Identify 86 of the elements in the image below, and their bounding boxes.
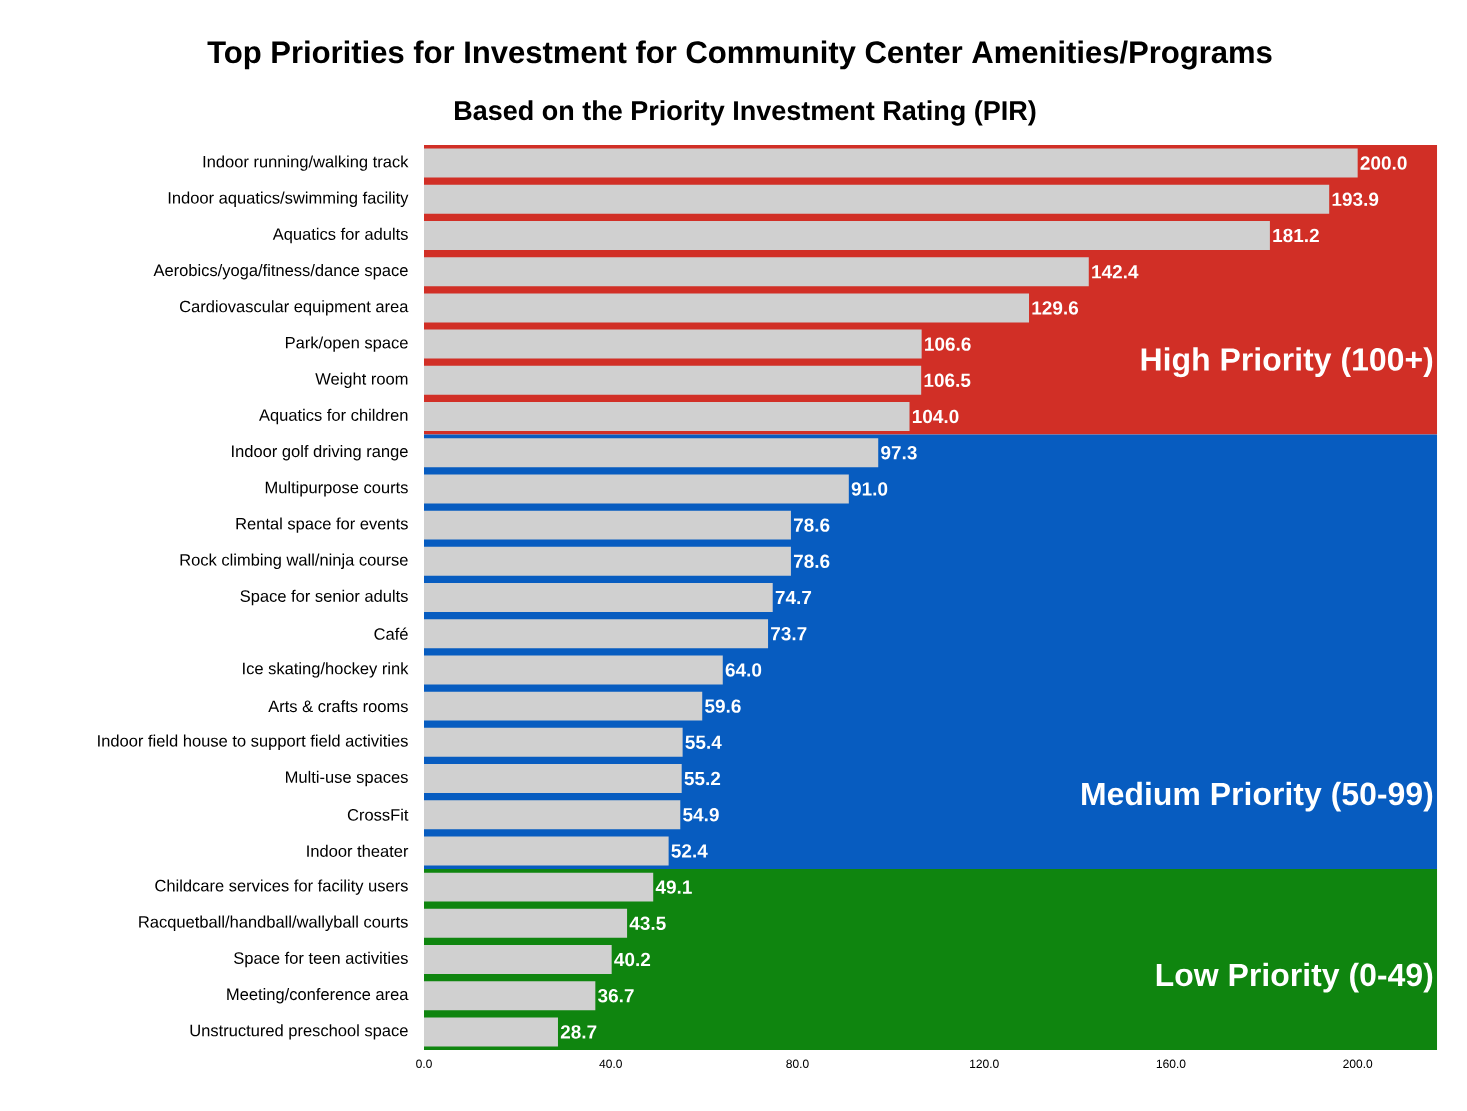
data-label: 64.0 — [725, 663, 762, 677]
y-tick-label: Childcare services for facility users — [155, 879, 408, 895]
bar — [424, 1017, 558, 1047]
band-label: Medium Priority (50-99) — [1082, 781, 1433, 812]
y-tick-label: Aquatics for adults — [272, 227, 408, 244]
data-label: 55.2 — [684, 771, 721, 786]
data-label: 43.5 — [629, 916, 666, 931]
y-tick-label: Arts & crafts rooms — [268, 700, 408, 713]
data-label: 91.0 — [851, 482, 888, 496]
bar — [424, 148, 1358, 178]
chart-subtitle: Based on the Priority Investment Rating (PIR) — [455, 100, 1036, 126]
y-tick-label: Weight room — [315, 372, 408, 388]
data-label: 59.6 — [705, 699, 741, 713]
data-label: 74.7 — [775, 590, 812, 605]
y-tick-label: Indoor running/walking track — [203, 155, 409, 171]
data-label: 28.7 — [560, 1025, 597, 1039]
bar — [424, 438, 879, 468]
x-tick-label: 120.0 — [970, 1059, 999, 1069]
data-label: 40.2 — [614, 952, 651, 967]
y-tick-label: Cardiovascular equipment area — [180, 300, 409, 316]
data-label: 193.9 — [1332, 192, 1379, 207]
bar — [424, 619, 769, 649]
y-tick-label: Multipurpose courts — [265, 481, 408, 497]
y-tick-label: Indoor golf driving range — [232, 445, 408, 461]
bar — [424, 329, 922, 359]
bar — [424, 293, 1030, 323]
data-label: 78.6 — [793, 554, 830, 569]
y-tick-label: Unstructured preschool space — [190, 1024, 408, 1040]
chart-title: Top Priorities for Investment for Community Center Amenities/Programs — [207, 40, 1272, 70]
x-tick-label: 200.0 — [1343, 1059, 1373, 1069]
y-tick-label: Aerobics/yoga/fitness/dance space — [153, 264, 408, 280]
y-tick-label: Indoor theater — [307, 844, 409, 857]
bar — [424, 583, 773, 612]
bar — [424, 764, 682, 793]
data-label: 106.6 — [925, 337, 971, 351]
bar — [424, 691, 703, 721]
bar — [424, 981, 596, 1011]
data-label: 181.2 — [1273, 228, 1319, 243]
bar — [424, 546, 791, 576]
x-tick-label: 40.0 — [599, 1059, 622, 1069]
data-label: 200.0 — [1360, 156, 1407, 170]
y-tick-label: Park/open space — [285, 336, 408, 352]
y-tick-label: Rental space for events — [236, 517, 408, 533]
data-label: 36.7 — [597, 988, 634, 1003]
data-label: 52.4 — [671, 844, 708, 858]
band-label: Low Priority (0-49) — [1156, 962, 1433, 993]
data-label: 54.9 — [683, 807, 719, 822]
bar — [424, 257, 1089, 287]
bar — [424, 800, 681, 830]
data-label: 104.0 — [912, 409, 959, 424]
bar — [424, 184, 1330, 214]
data-label: 97.3 — [881, 445, 917, 460]
bar — [424, 872, 654, 902]
bar — [424, 655, 723, 685]
y-tick-label: Space for senior adults — [240, 589, 408, 606]
data-label: 73.7 — [771, 626, 807, 641]
y-tick-label: Rock climbing wall/ninja course — [180, 553, 408, 569]
data-label: 142.4 — [1092, 265, 1139, 279]
data-label: 49.1 — [655, 880, 692, 894]
bar — [424, 221, 1270, 250]
bar — [424, 474, 849, 504]
y-tick-label: Indoor aquatics/swimming facility — [168, 191, 409, 207]
x-tick-label: 160.0 — [1156, 1059, 1186, 1069]
bar — [424, 836, 669, 866]
y-tick-label: Multi-use spaces — [286, 770, 408, 787]
bar — [424, 402, 910, 431]
y-tick-label: Indoor field house to support field activities — [98, 734, 408, 750]
data-label: 78.6 — [793, 518, 830, 532]
y-tick-label: Space for teen activities — [234, 951, 408, 968]
y-tick-label: Café — [374, 627, 408, 640]
y-tick-label: Meeting/conference area — [227, 988, 409, 1004]
bar — [424, 727, 683, 757]
y-tick-label: Ice skating/hockey rink — [243, 662, 409, 678]
data-label: 55.4 — [685, 735, 722, 749]
bar — [424, 945, 612, 974]
data-label: 106.5 — [924, 373, 971, 388]
y-tick-label: Racquetball/handball/wallyball courts — [139, 915, 408, 931]
data-label: 129.6 — [1032, 301, 1079, 315]
bar — [424, 510, 791, 540]
bar — [424, 908, 628, 938]
x-tick-label: 80.0 — [786, 1059, 809, 1069]
bar — [424, 365, 922, 395]
y-tick-label: CrossFit — [347, 808, 409, 821]
x-tick-label: 0.0 — [416, 1059, 432, 1069]
y-tick-label: Aquatics for children — [259, 408, 408, 425]
band-label: High Priority (100+) — [1141, 347, 1433, 378]
